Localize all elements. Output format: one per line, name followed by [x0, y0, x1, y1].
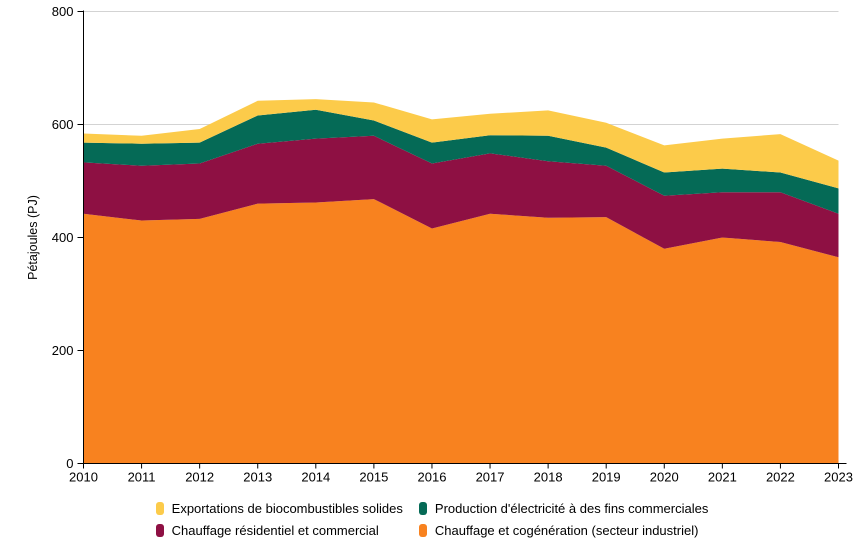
- y-axis-title: Pétajoules (PJ): [26, 195, 40, 280]
- y-tick-label: 400: [52, 230, 74, 245]
- legend-item-series-3[interactable]: Exportations de biocombustibles solides: [155, 501, 403, 516]
- x-tick-label: 2018: [534, 470, 563, 485]
- x-tick-label: 2016: [418, 470, 447, 485]
- legend-swatch-icon: [418, 524, 427, 537]
- x-tick-label: 2022: [766, 470, 795, 485]
- y-tick-label: 200: [52, 343, 74, 358]
- legend-item-series-0[interactable]: Chauffage et cogénération (secteur indus…: [418, 523, 708, 538]
- y-tick-label: 0: [66, 456, 73, 471]
- y-tick-label: 800: [52, 4, 74, 19]
- x-tick-label: 2013: [243, 470, 272, 485]
- x-tick-label: 2014: [301, 470, 330, 485]
- x-tick-label: 2012: [185, 470, 214, 485]
- legend-label: Production d'électricité à des fins comm…: [434, 501, 709, 516]
- x-tick-label: 2010: [69, 470, 98, 485]
- area-series-2[interactable]: [83, 109, 839, 214]
- area-series-1[interactable]: [83, 135, 839, 258]
- legend-label: Exportations de biocombustibles solides: [171, 501, 403, 516]
- x-tick-label: 2020: [650, 470, 679, 485]
- area-series-3[interactable]: [83, 99, 839, 189]
- legend-item-series-1[interactable]: Chauffage résidentiel et commercial: [155, 523, 403, 538]
- legend-swatch-icon: [418, 502, 427, 515]
- legend-item-series-2[interactable]: Production d'électricité à des fins comm…: [418, 501, 709, 516]
- x-tick-label: 2021: [708, 470, 737, 485]
- area-series-0[interactable]: [83, 199, 839, 464]
- x-tick-label: 2015: [359, 470, 388, 485]
- chart-legend-grid: Exportations de biocombustibles solides P…: [155, 501, 709, 538]
- x-tick-label: 2011: [128, 470, 156, 485]
- y-tick-label: 600: [52, 117, 74, 132]
- stacked-area-chart[interactable]: 0 200 400 600 800 2010 2011 2012 2013 2014 2015 201…: [0, 0, 864, 497]
- chart-legend: Exportations de biocombustibles solides P…: [0, 501, 864, 538]
- legend-swatch-icon: [155, 502, 164, 515]
- legend-swatch-icon: [155, 524, 164, 537]
- legend-label: Chauffage et cogénération (secteur indus…: [434, 523, 699, 538]
- x-tick-label: 2019: [592, 470, 621, 485]
- legend-label: Chauffage résidentiel et commercial: [171, 523, 379, 538]
- x-tick-label: 2023: [824, 470, 853, 485]
- x-tick-label: 2017: [476, 470, 505, 485]
